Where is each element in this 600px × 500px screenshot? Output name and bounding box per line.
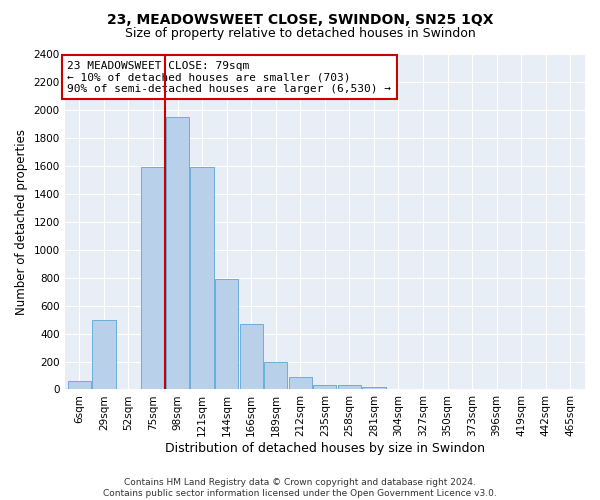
Bar <box>166 117 189 390</box>
Bar <box>264 362 287 390</box>
Text: Contains HM Land Registry data © Crown copyright and database right 2024.
Contai: Contains HM Land Registry data © Crown c… <box>103 478 497 498</box>
Y-axis label: Number of detached properties: Number of detached properties <box>15 128 28 314</box>
Bar <box>190 167 214 390</box>
Bar <box>239 324 263 390</box>
Bar <box>362 386 386 390</box>
Text: Size of property relative to detached houses in Swindon: Size of property relative to detached ho… <box>125 28 475 40</box>
Bar <box>215 279 238 390</box>
Bar <box>92 320 116 390</box>
Bar <box>313 384 337 390</box>
Bar <box>289 377 312 390</box>
Text: 23, MEADOWSWEET CLOSE, SWINDON, SN25 1QX: 23, MEADOWSWEET CLOSE, SWINDON, SN25 1QX <box>107 12 493 26</box>
Bar <box>68 381 91 390</box>
Text: 23 MEADOWSWEET CLOSE: 79sqm
← 10% of detached houses are smaller (703)
90% of se: 23 MEADOWSWEET CLOSE: 79sqm ← 10% of det… <box>67 60 391 94</box>
Bar <box>338 386 361 390</box>
X-axis label: Distribution of detached houses by size in Swindon: Distribution of detached houses by size … <box>165 442 485 455</box>
Bar <box>142 167 164 390</box>
